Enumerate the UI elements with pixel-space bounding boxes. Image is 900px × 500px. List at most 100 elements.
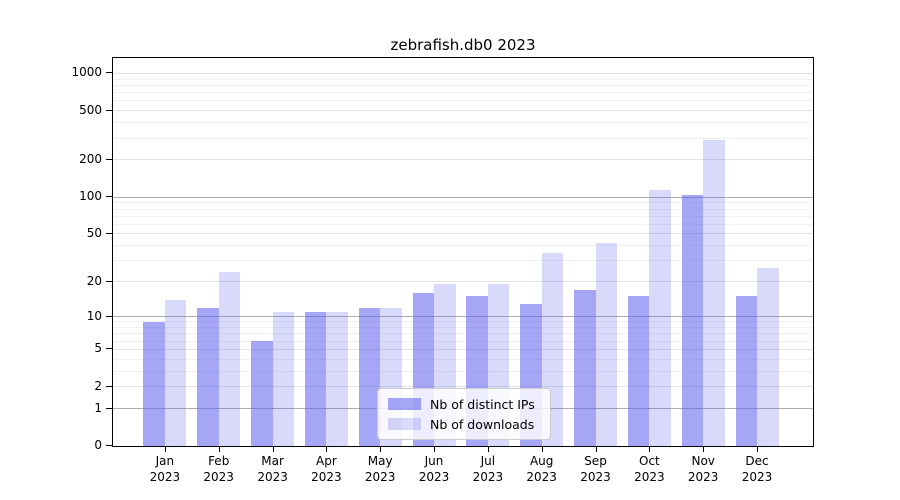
x-tick-mar (272, 446, 274, 452)
gridline-y-70 (113, 215, 813, 217)
x-tick-label-aug: Aug 2023 (510, 453, 574, 485)
x-tick-year: 2023 (418, 470, 450, 484)
bar-distinct-ips-dec (735, 296, 757, 446)
x-tick-label-mar: Mar 2023 (241, 453, 305, 485)
y-tick-label-200: 200 (79, 151, 102, 166)
x-tick-month: May (367, 454, 393, 468)
legend-label-distinct-ips: Nb of distinct IPs (430, 396, 535, 412)
x-tick-label-apr: Apr 2023 (294, 453, 358, 485)
x-tick-month: Sep (584, 454, 607, 468)
gridline-y-50 (113, 233, 813, 235)
bar-distinct-ips-mar (251, 341, 273, 446)
gridline-y-7 (113, 333, 813, 335)
gridline-y-9 (113, 321, 813, 323)
x-tick-month: Jan (155, 454, 175, 468)
x-tick-label-oct: Oct 2023 (617, 453, 681, 485)
gridline-y-4 (113, 358, 813, 360)
bar-downloads-mar (272, 312, 295, 446)
gridline-y-90 (113, 202, 813, 204)
x-tick-year: 2023 (741, 470, 773, 484)
x-tick-month: Apr (316, 454, 337, 468)
bar-downloads-apr (326, 312, 348, 446)
x-tick-jan (164, 446, 166, 452)
gridline-y-2 (113, 386, 813, 388)
legend: Nb of distinct IPs Nb of downloads (377, 388, 551, 440)
gridline-y-800 (113, 84, 813, 86)
gridline-y-8 (113, 327, 813, 328)
gridline-y-600 (113, 100, 813, 102)
x-tick-apr (326, 446, 328, 452)
x-tick-jun (434, 446, 435, 452)
bar-downloads-oct (649, 190, 671, 446)
gridline-y-60 (113, 223, 813, 225)
y-tick-500 (106, 109, 112, 111)
bar-distinct-ips-may (358, 307, 381, 446)
x-tick-label-feb: Feb 2023 (187, 453, 251, 485)
x-tick-month: Feb (208, 454, 230, 468)
x-tick-month: Aug (529, 454, 554, 468)
gridline-y-6 (113, 340, 813, 342)
y-tick-label-2: 2 (94, 378, 102, 393)
plot-area (112, 57, 814, 447)
x-tick-feb (218, 446, 220, 452)
legend-row-distinct-ips: Nb of distinct IPs (378, 397, 550, 412)
y-tick-label-20: 20 (86, 273, 102, 288)
gridline-y-20 (113, 281, 813, 283)
x-tick-year: 2023 (149, 470, 181, 484)
y-tick-5 (106, 348, 112, 350)
y-tick-label-0: 0 (94, 438, 102, 452)
x-tick-sep (595, 446, 597, 452)
gridline-y-40 (113, 245, 813, 247)
gridline-y-200 (113, 159, 813, 161)
x-tick-label-nov: Nov 2023 (671, 453, 735, 485)
x-tick-label-jan: Jan 2023 (133, 453, 197, 485)
y-tick-50 (106, 232, 112, 234)
x-tick-year: 2023 (634, 470, 665, 484)
y-tick-label-500: 500 (79, 102, 102, 117)
gridline-y-100 (113, 196, 813, 198)
y-tick-0 (106, 445, 112, 446)
gridline-y-80 (113, 208, 813, 210)
y-tick-label-50: 50 (86, 225, 102, 240)
y-tick-1000 (106, 72, 112, 74)
x-tick-jul (487, 446, 489, 452)
x-tick-nov (703, 446, 705, 452)
bar-distinct-ips-nov (681, 194, 704, 446)
legend-row-downloads: Nb of downloads (378, 417, 550, 432)
y-tick-1 (106, 407, 112, 409)
x-tick-year: 2023 (257, 470, 288, 484)
bar-distinct-ips-jan (143, 321, 165, 446)
x-tick-year: 2023 (364, 470, 396, 484)
x-tick-month: Jun (424, 454, 444, 468)
x-tick-label-jun: Jun 2023 (402, 453, 466, 485)
legend-swatch-downloads (388, 418, 421, 430)
x-tick-year: 2023 (580, 470, 611, 484)
bar-distinct-ips-sep (574, 290, 596, 446)
y-tick-label-1: 1 (94, 400, 102, 415)
bar-downloads-jan (164, 299, 187, 446)
gridline-y-700 (113, 92, 813, 94)
legend-swatch-distinct-ips (388, 398, 421, 410)
y-tick-200 (106, 158, 112, 160)
y-tick-10 (106, 315, 112, 317)
x-tick-year: 2023 (311, 470, 342, 484)
gridline-y-900 (113, 78, 813, 80)
x-tick-year: 2023 (526, 470, 557, 484)
x-tick-dec (757, 446, 758, 452)
x-tick-aug (541, 446, 543, 452)
x-tick-may (380, 446, 382, 452)
chart-title: zebrafish.db0 2023 (390, 36, 536, 54)
gridline-y-10 (113, 316, 813, 318)
x-tick-year: 2023 (203, 470, 234, 484)
bar-distinct-ips-apr (304, 312, 327, 446)
bar-distinct-ips-oct (627, 296, 650, 446)
bar-downloads-sep (595, 243, 617, 446)
x-tick-month: Mar (261, 454, 284, 468)
x-tick-label-may: May 2023 (348, 453, 412, 485)
bar-distinct-ips-feb (197, 307, 219, 446)
x-tick-year: 2023 (472, 470, 504, 484)
x-tick-month: Dec (745, 454, 769, 468)
y-tick-20 (106, 280, 112, 282)
bar-downloads-feb (218, 272, 241, 446)
